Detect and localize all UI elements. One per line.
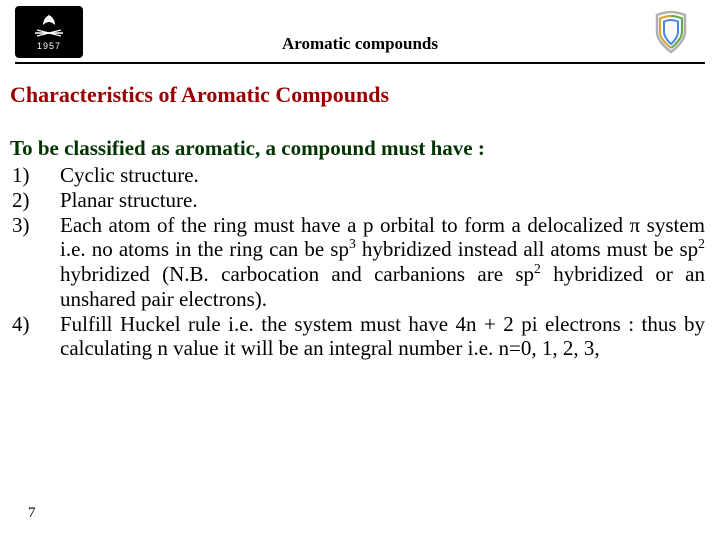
list-item-number: 1): [10, 163, 60, 188]
logo-left-emblem: 1957: [15, 6, 83, 58]
list-item: 2)Planar structure.: [10, 188, 705, 213]
criteria-list: 1)Cyclic structure.2)Planar structure.3)…: [10, 163, 705, 361]
intro-text: To be classified as aromatic, a compound…: [10, 136, 705, 161]
logo-right-shield: [647, 8, 695, 56]
list-item-number: 2): [10, 188, 60, 213]
header-title: Aromatic compounds: [15, 8, 705, 62]
list-item-number: 4): [10, 312, 60, 337]
slide-header: 1957 Aromatic compounds: [0, 0, 720, 62]
list-item: 1)Cyclic structure.: [10, 163, 705, 188]
list-item-number: 3): [10, 213, 60, 238]
logo-left-year: 1957: [37, 41, 61, 51]
page-number: 7: [28, 505, 36, 522]
list-item-text: Fulfill Huckel rule i.e. the system must…: [60, 312, 705, 362]
palm-swords-icon: [29, 13, 69, 39]
list-item-text: Planar structure.: [60, 188, 705, 213]
section-title: Characteristics of Aromatic Compounds: [10, 82, 705, 108]
list-item: 4)Fulfill Huckel rule i.e. the system mu…: [10, 312, 705, 362]
list-item-text: Each atom of the ring must have a p orbi…: [60, 213, 705, 312]
list-item: 3)Each atom of the ring must have a p or…: [10, 213, 705, 312]
list-item-text: Cyclic structure.: [60, 163, 705, 188]
content-area: Characteristics of Aromatic Compounds To…: [0, 64, 720, 361]
shield-icon: [647, 8, 695, 56]
